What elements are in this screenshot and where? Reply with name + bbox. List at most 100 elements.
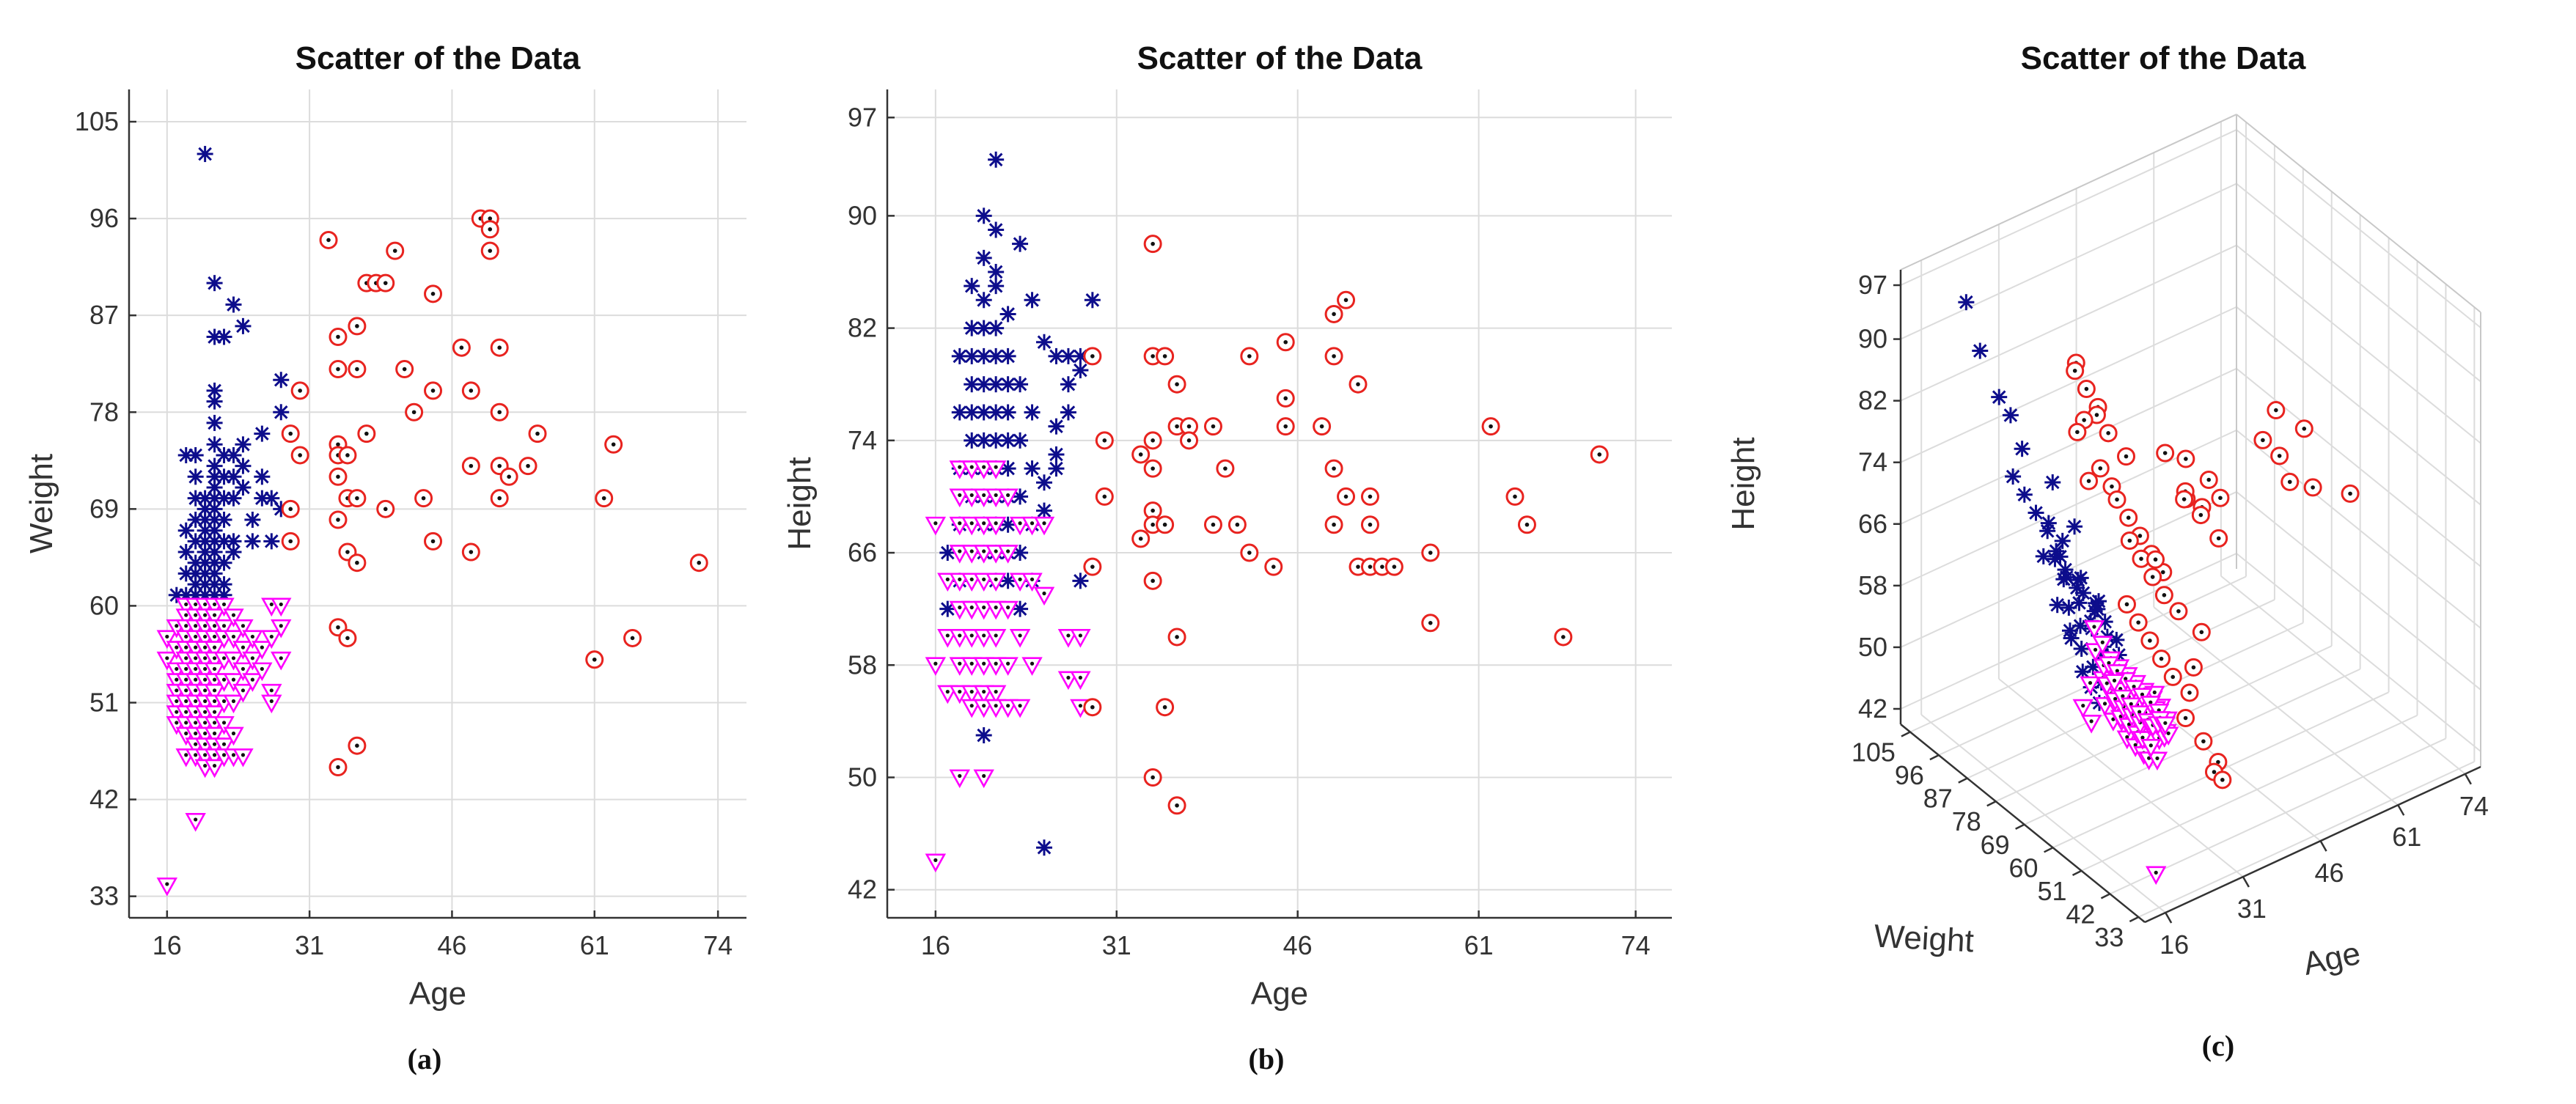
data-point: [1972, 342, 1989, 359]
series-triangle: [925, 460, 1091, 873]
data-point: [252, 662, 273, 682]
y-tick-label: 42: [848, 875, 877, 905]
data-point: [1036, 502, 1052, 519]
x-tick-label: 31: [1102, 930, 1131, 960]
data-point: [1156, 347, 1175, 366]
data-point: [225, 468, 242, 485]
data-point: [273, 404, 290, 421]
data-point: [1324, 304, 1343, 323]
z-tick-label: 97: [1858, 270, 1887, 300]
y-tick-label: 60: [2009, 853, 2039, 883]
grid-line: [1900, 367, 2237, 525]
data-point: [232, 641, 254, 660]
y-tick-mark: [1986, 801, 1997, 807]
data-point: [964, 376, 980, 393]
z-tick-label: 42: [1858, 693, 1887, 724]
data-point: [242, 630, 263, 649]
data-point: [2099, 424, 2118, 443]
series-triangle: [2072, 620, 2179, 886]
data-point: [254, 468, 271, 485]
data-point: [2169, 602, 2188, 621]
data-point: [225, 446, 242, 463]
data-point: [2143, 567, 2162, 586]
y-tick-mark: [2072, 869, 2083, 876]
data-point: [216, 512, 232, 529]
data-point: [528, 424, 547, 444]
data-point: [951, 347, 968, 364]
data-point: [2092, 636, 2113, 655]
data-point: [925, 657, 947, 676]
data-point: [461, 542, 480, 562]
data-point: [204, 641, 225, 660]
data-point: [2055, 571, 2072, 588]
data-point: [1036, 474, 1052, 491]
data-point: [988, 404, 1005, 421]
panel-caption: (c): [2202, 1029, 2234, 1062]
data-point: [2080, 714, 2102, 734]
data-point: [2120, 531, 2139, 551]
data-point: [235, 317, 252, 334]
y-tick-label: 78: [1952, 806, 1981, 836]
data-point: [999, 432, 1016, 449]
data-point: [1009, 699, 1031, 718]
x-tick-mark: [2165, 912, 2173, 924]
data-point: [452, 338, 471, 357]
data-point: [1337, 290, 1356, 309]
data-point: [2116, 447, 2135, 466]
data-point: [2270, 446, 2289, 465]
data-point: [1324, 515, 1343, 534]
data-point: [2063, 630, 2080, 647]
data-point: [2066, 518, 2083, 535]
x-tick-label: 16: [153, 930, 182, 960]
data-point: [985, 460, 1007, 479]
data-point: [1048, 418, 1065, 435]
data-point: [988, 151, 1005, 168]
grid-line: [1920, 714, 2166, 913]
data-point: [2146, 751, 2168, 771]
data-point: [223, 630, 244, 649]
data-point: [999, 404, 1016, 421]
data-point: [414, 489, 433, 508]
data-point: [405, 402, 424, 422]
data-point: [1240, 543, 1259, 562]
data-point: [223, 673, 244, 692]
data-point: [1517, 515, 1536, 534]
data-point: [329, 328, 348, 347]
data-point: [1012, 376, 1029, 393]
data-point: [206, 436, 223, 453]
x-tick-label: 46: [2315, 858, 2344, 888]
data-point: [490, 338, 509, 357]
data-point: [261, 683, 282, 703]
data-point: [2303, 478, 2322, 497]
box-edge: [2236, 114, 2481, 313]
data-point: [281, 499, 300, 518]
data-point: [1276, 417, 1295, 436]
data-point: [225, 296, 242, 313]
data-point: [939, 600, 956, 617]
y-tick-label: 105: [1852, 737, 1896, 768]
data-point: [925, 853, 947, 873]
y-tick-label: 33: [89, 881, 119, 911]
data-point: [985, 629, 1007, 648]
data-point: [1276, 389, 1295, 408]
z-axis-label: Height: [1725, 437, 1761, 530]
data-point: [1228, 515, 1247, 534]
data-point: [499, 467, 518, 486]
data-point: [2040, 515, 2057, 531]
data-point: [156, 651, 178, 671]
data-point: [177, 544, 194, 561]
data-point: [2280, 472, 2300, 491]
data-point: [187, 490, 204, 507]
data-point: [156, 877, 178, 897]
x-tick-mark: [2319, 840, 2327, 852]
data-point: [999, 347, 1016, 364]
data-point: [424, 531, 443, 551]
data-point: [1337, 487, 1356, 506]
x-tick-label: 74: [2459, 791, 2489, 821]
x-tick-mark: [2464, 773, 2472, 785]
data-point: [271, 619, 292, 639]
data-point: [490, 489, 509, 508]
data-point: [2052, 548, 2069, 565]
data-point: [204, 662, 225, 682]
